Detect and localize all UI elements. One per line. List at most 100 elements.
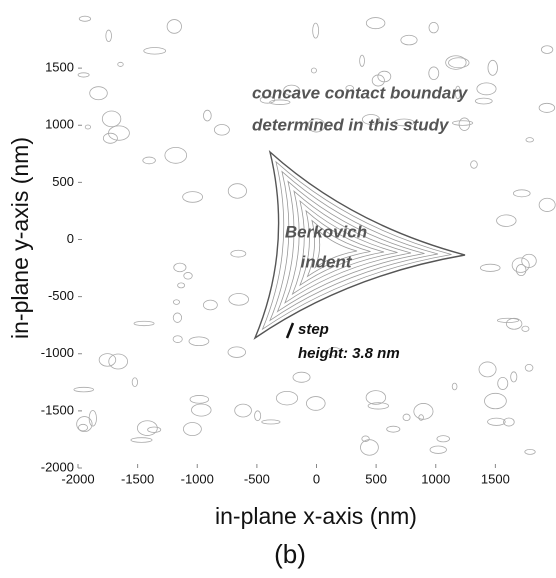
- contour-blob: [310, 67, 317, 74]
- x-tick-label: -2000: [61, 471, 94, 486]
- contour-blob: [172, 299, 180, 305]
- contour-blob: [307, 118, 326, 133]
- contour-blob: [496, 317, 520, 323]
- contour-blob: [458, 117, 471, 131]
- contour-blob: [142, 156, 156, 165]
- contour-blob: [227, 346, 246, 358]
- contour-blob: [189, 395, 210, 404]
- contour-blob: [478, 361, 497, 378]
- contour-blob: [511, 257, 530, 273]
- contour-blob: [448, 57, 470, 69]
- indent-contour: [253, 149, 466, 340]
- contour-blob: [402, 413, 411, 422]
- contour-blob: [312, 22, 320, 39]
- contour-blob: [487, 59, 498, 76]
- contour-blob: [429, 445, 447, 454]
- contour-blob: [182, 191, 204, 203]
- contour-blob: [496, 214, 517, 227]
- x-tick-label: 1500: [481, 471, 510, 486]
- x-tick-label: -1000: [181, 471, 214, 486]
- contour-blob: [202, 299, 218, 311]
- contour-blob: [479, 263, 501, 272]
- contour-blob: [497, 376, 509, 390]
- contour-blob: [105, 29, 112, 43]
- indent-contour: [284, 190, 412, 304]
- contour-blob: [188, 336, 210, 347]
- contour-blob: [503, 417, 515, 427]
- contour-blob: [73, 386, 94, 393]
- contour-field: [73, 15, 556, 456]
- contour-blob: [428, 21, 439, 34]
- contour-blob: [393, 118, 415, 127]
- contour-blob: [259, 96, 276, 104]
- contour-blob: [454, 85, 461, 100]
- contour-blob: [261, 419, 281, 425]
- indent-contour: [269, 170, 439, 322]
- contour-blob: [78, 15, 92, 22]
- contour-blob: [515, 264, 527, 277]
- indent-contour: [306, 219, 371, 278]
- y-axis-label: in-plane y-axis (nm): [7, 137, 33, 339]
- contour-blob: [292, 371, 311, 383]
- contour-blob: [540, 45, 554, 54]
- contour-blob: [345, 85, 354, 92]
- contour-blob: [269, 99, 291, 105]
- y-tick-label: 1500: [45, 60, 74, 75]
- contour-blob: [487, 417, 506, 426]
- annotation: determined in this study: [252, 115, 450, 134]
- contour-blob: [101, 110, 122, 128]
- annotation: concave contact boundary: [252, 83, 469, 102]
- annotation: indent: [301, 252, 353, 271]
- contour-blob: [275, 390, 299, 406]
- contour-blob: [470, 160, 478, 169]
- x-tick-label: 1000: [421, 471, 450, 486]
- x-tick-label: -500: [244, 471, 270, 486]
- contour-blob: [513, 189, 531, 198]
- contour-blob: [130, 437, 153, 443]
- contour-blob: [361, 114, 381, 125]
- contour-blob: [428, 66, 440, 80]
- contour-blob: [88, 410, 97, 427]
- contour-blob: [377, 70, 392, 83]
- contour-blob: [172, 312, 183, 323]
- contour-blob: [525, 137, 534, 143]
- contour-blob: [400, 34, 418, 46]
- contour-blob: [283, 84, 300, 96]
- contour-blob: [147, 426, 162, 433]
- contour-blob: [78, 423, 89, 432]
- y-tick-label: -1000: [41, 345, 74, 360]
- y-tick-label: 1000: [45, 117, 74, 132]
- contour-blob: [451, 382, 458, 391]
- contour-blob: [436, 435, 450, 443]
- annotation: height: 3.8 nm: [298, 345, 400, 362]
- contour-blob: [474, 97, 493, 105]
- contour-blob: [227, 183, 247, 199]
- contour-blob: [234, 403, 252, 418]
- x-axis-label: in-plane x-axis (nm): [215, 503, 417, 529]
- y-tick-label: -1500: [41, 402, 74, 417]
- indent-contour: [299, 209, 385, 287]
- contour-blob: [359, 54, 365, 67]
- contour-blob: [166, 19, 182, 34]
- contour-blob: [133, 320, 155, 327]
- contour-blob: [108, 353, 128, 370]
- contour-blob: [306, 396, 326, 411]
- contour-blob: [418, 414, 424, 421]
- contour-blob: [108, 125, 130, 141]
- step-marker: [285, 322, 295, 339]
- contour-blob: [143, 47, 167, 55]
- y-tick-label: 0: [67, 231, 74, 246]
- contour-blob: [173, 262, 187, 273]
- contour-blob: [183, 272, 193, 280]
- contour-blob: [76, 416, 93, 433]
- contour-blob: [230, 249, 247, 258]
- indent-contour: [261, 160, 452, 331]
- y-tick-label: 500: [52, 174, 74, 189]
- indent-contour: [291, 199, 398, 296]
- contour-blob: [172, 335, 183, 343]
- contour-blob: [365, 17, 386, 30]
- annotation: step: [298, 321, 329, 338]
- contour-blob: [98, 353, 117, 367]
- contour-blob: [182, 422, 202, 437]
